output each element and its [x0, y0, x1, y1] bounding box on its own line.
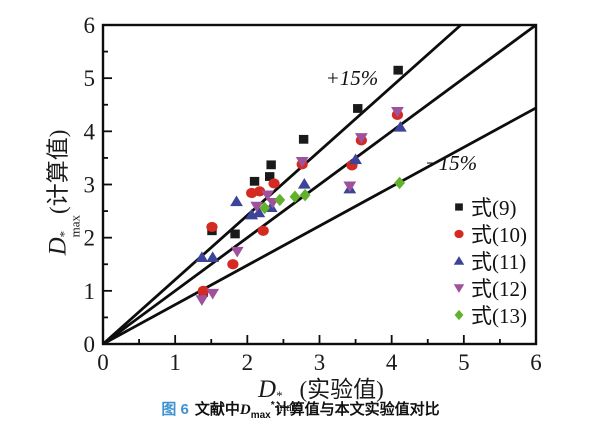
y-tick-label: 2 — [84, 226, 96, 251]
x-axis-variable: D — [258, 376, 277, 403]
x-axis-unit: (实验值) — [299, 377, 384, 402]
data-point — [394, 176, 406, 190]
ref-line — [102, 106, 537, 346]
series-式(12) — [195, 107, 404, 306]
x-tick-label: 0 — [97, 350, 109, 375]
data-point — [268, 178, 280, 189]
series-式(13) — [259, 176, 406, 215]
legend-label: 式(11) — [471, 250, 526, 274]
data-point — [393, 121, 407, 132]
data-point — [230, 246, 244, 258]
y-tick-label: 0 — [84, 332, 96, 357]
x-tick-label: 3 — [314, 350, 326, 375]
legend-item-式(13): 式(13) — [454, 304, 527, 328]
x-axis-title: D * max (实验值) — [258, 370, 384, 414]
data-point — [227, 259, 239, 270]
ref-line-label: −15% — [425, 151, 478, 175]
data-point — [349, 153, 362, 165]
data-point — [354, 133, 368, 144]
data-point — [343, 181, 357, 193]
data-point — [455, 203, 463, 211]
data-point — [197, 285, 209, 296]
figure-caption-sup: * — [270, 400, 275, 411]
legend-item-式(12): 式(12) — [453, 277, 527, 301]
axis-ticks — [102, 24, 537, 345]
figure-caption: 图 6 文献中Dmax*计算值与本文实验值对比 — [0, 398, 601, 421]
y-tick-label: 3 — [84, 173, 96, 198]
data-point — [274, 193, 286, 207]
figure-caption-suffix: 计算值与本文实验值对比 — [274, 401, 440, 418]
data-point — [298, 134, 309, 144]
legend-item-式(11): 式(11) — [453, 250, 526, 274]
figure-caption-label: 图 6 — [161, 401, 189, 418]
y-tick-label: 6 — [84, 13, 96, 38]
y-tick-label: 4 — [84, 119, 96, 144]
data-point — [206, 288, 220, 300]
data-point — [230, 195, 243, 207]
data-point — [266, 160, 276, 170]
x-tick-label: 4 — [386, 350, 398, 375]
data-point — [252, 206, 266, 218]
legend-label: 式(12) — [471, 277, 527, 301]
y-axis-supsub: * max — [56, 214, 83, 238]
x-tick-label: 2 — [242, 350, 254, 375]
data-point — [453, 256, 465, 265]
data-point — [454, 309, 464, 321]
data-point — [265, 172, 275, 181]
reference-lines: +15% −15% — [102, 23, 537, 346]
figure-caption-prefix: 文献中 — [194, 401, 240, 418]
legend-label: 式(10) — [471, 223, 527, 247]
data-point — [453, 284, 465, 293]
legend-label: 式(9) — [471, 196, 517, 220]
data-point — [230, 229, 240, 239]
data-point — [254, 186, 266, 197]
data-point — [299, 188, 311, 202]
legend: 式(9) 式(10) 式(11) 式(12) 式(13) — [453, 196, 527, 328]
data-point — [391, 107, 404, 118]
x-tick-label: 6 — [530, 350, 542, 375]
x-tick-label: 1 — [169, 350, 181, 375]
data-point — [289, 190, 301, 203]
ref-line-label: +15% — [326, 66, 379, 90]
data-point — [454, 229, 464, 239]
data-point — [195, 251, 209, 262]
data-point — [249, 176, 260, 186]
x-axis-supsub: * max — [276, 388, 299, 414]
y-tick-label: 1 — [84, 279, 96, 304]
figure-caption-variable: D — [239, 402, 251, 418]
data-point — [261, 190, 274, 202]
y-tick-label: 5 — [84, 66, 96, 91]
axis-tick-labels: 0 1 2 3 4 5 6 0 1 2 3 4 5 6 — [84, 13, 542, 375]
data-point — [393, 65, 403, 75]
data-point — [250, 201, 264, 213]
ref-line — [102, 23, 537, 346]
x-tick-label: 5 — [458, 350, 470, 375]
y-axis-title: D * max (计算值) — [39, 83, 83, 303]
data-point — [295, 157, 309, 168]
legend-label: 式(13) — [471, 304, 527, 328]
data-point — [353, 104, 363, 113]
data-point — [257, 225, 269, 236]
data-point — [297, 177, 311, 189]
data-point — [206, 251, 220, 262]
legend-item-式(10): 式(10) — [454, 223, 527, 247]
data-point — [195, 295, 209, 306]
data-point — [259, 201, 271, 215]
data-point — [206, 221, 218, 233]
y-axis-variable: D — [44, 237, 72, 256]
y-axis-unit: (计算值) — [45, 129, 71, 214]
figure-caption-sub: max — [250, 410, 271, 421]
ref-line — [102, 23, 462, 346]
legend-item-式(9): 式(9) — [455, 196, 517, 220]
